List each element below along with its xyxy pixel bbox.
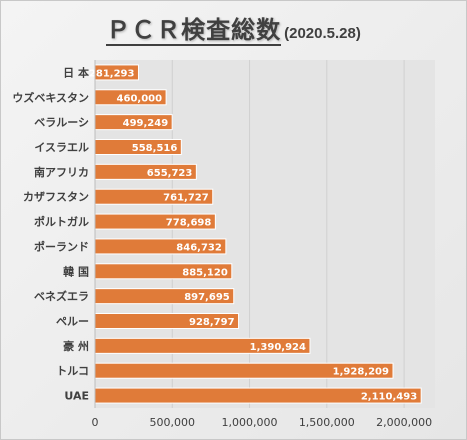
x-tick-label: 500,000 xyxy=(150,416,196,429)
category-label: ウズベキスタン xyxy=(12,90,89,104)
chart-title: ＰＣＲ検査総数 (2020.5.28) xyxy=(0,10,467,46)
data-label: 1,390,924 xyxy=(250,342,306,353)
data-label: 499,249 xyxy=(123,118,169,129)
x-tick-label: 1,500,000 xyxy=(299,416,355,429)
data-label: 460,000 xyxy=(117,93,163,104)
chart-title-main: ＰＣＲ検査総数 xyxy=(106,16,282,46)
category-label: 日 本 xyxy=(63,65,89,79)
category-label: 韓 国 xyxy=(63,264,89,278)
category-label: ベラルーシ xyxy=(34,116,89,129)
chart-title-date: (2020.5.28) xyxy=(284,25,361,42)
data-label: 1,928,209 xyxy=(333,367,389,378)
x-tick-label: 1,000,000 xyxy=(222,416,278,429)
data-label: 558,516 xyxy=(132,143,178,154)
category-label: ベネズエラ xyxy=(34,289,89,303)
data-label: 281,293 xyxy=(89,68,135,79)
data-label: 928,797 xyxy=(189,317,235,328)
category-label: ポルトガル xyxy=(34,215,89,229)
x-tick-label: 0 xyxy=(92,416,99,429)
plot-area xyxy=(95,60,435,408)
data-label: 846,732 xyxy=(176,242,222,253)
data-label: 655,723 xyxy=(147,168,193,179)
category-label: 南アフリカ xyxy=(34,165,89,179)
data-label: 885,120 xyxy=(182,267,228,278)
data-label: 897,695 xyxy=(184,292,230,303)
data-label: 778,698 xyxy=(166,218,212,229)
category-label: トルコ xyxy=(56,365,89,378)
category-label: ポーランド xyxy=(34,239,89,253)
category-label: カザフスタン xyxy=(23,191,89,204)
data-label: 761,727 xyxy=(163,193,209,204)
data-label: 2,110,493 xyxy=(361,392,417,403)
category-label: ペルー xyxy=(56,315,89,328)
category-label: 豪 州 xyxy=(63,339,89,353)
category-label: イスラエル xyxy=(34,141,89,154)
category-label: UAE xyxy=(64,390,89,403)
x-tick-label: 2,000,000 xyxy=(376,416,432,429)
